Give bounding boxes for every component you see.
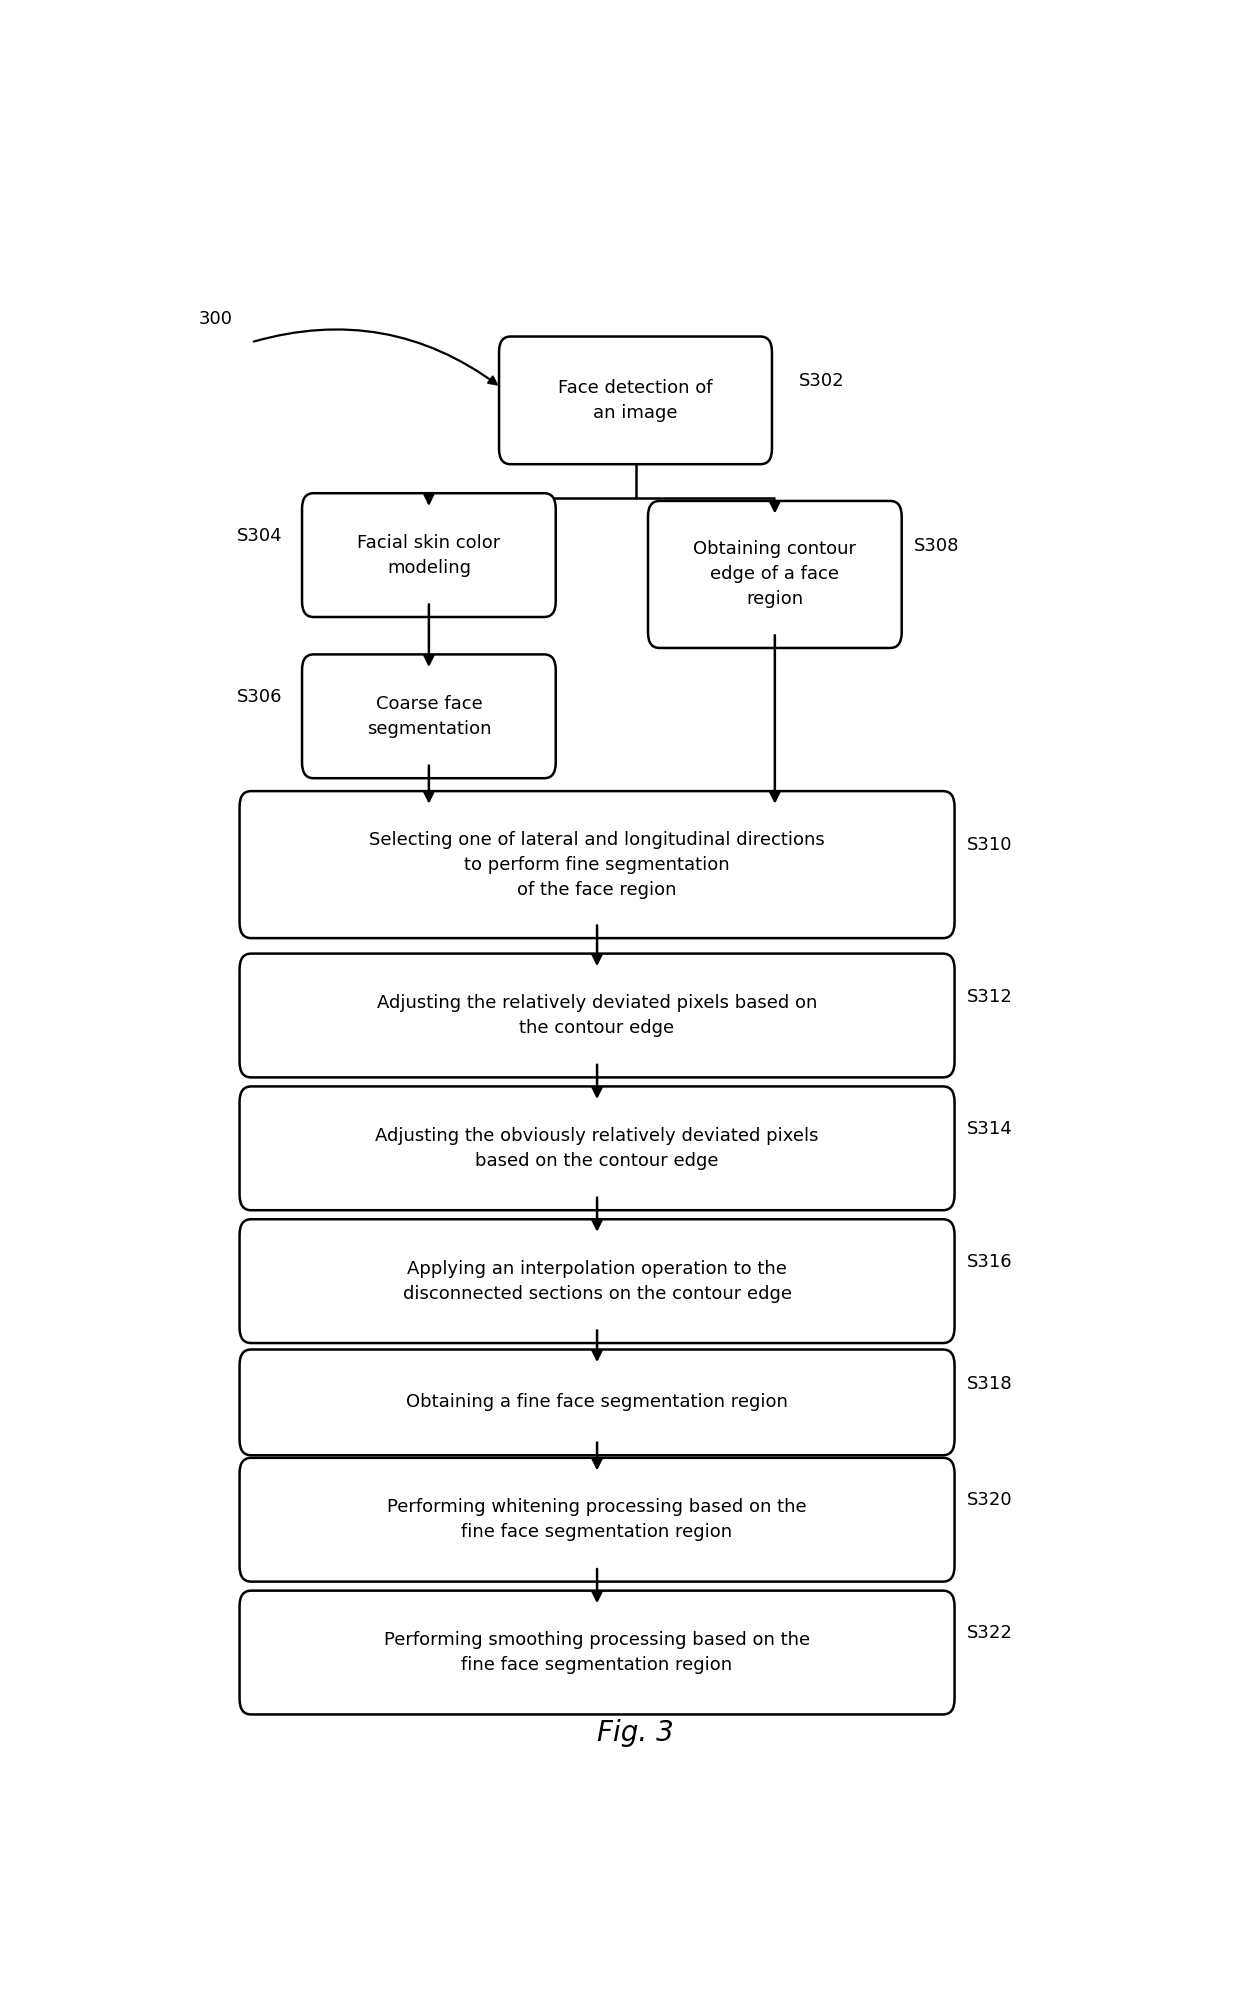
FancyBboxPatch shape [239,1590,955,1714]
Text: Fig. 3: Fig. 3 [598,1718,673,1746]
Text: 300: 300 [198,311,232,329]
Text: Applying an interpolation operation to the
disconnected sections on the contour : Applying an interpolation operation to t… [403,1260,791,1303]
Text: S312: S312 [967,989,1013,1006]
FancyBboxPatch shape [239,953,955,1078]
Text: Adjusting the relatively deviated pixels based on
the contour edge: Adjusting the relatively deviated pixels… [377,995,817,1036]
Text: Performing whitening processing based on the
fine face segmentation region: Performing whitening processing based on… [387,1499,807,1541]
Text: S310: S310 [967,837,1013,855]
Text: Adjusting the obviously relatively deviated pixels
based on the contour edge: Adjusting the obviously relatively devia… [376,1126,818,1170]
FancyBboxPatch shape [239,1349,955,1455]
FancyBboxPatch shape [649,500,901,648]
Text: Face detection of
an image: Face detection of an image [558,379,713,423]
Text: Selecting one of lateral and longitudinal directions
to perform fine segmentatio: Selecting one of lateral and longitudina… [370,831,825,899]
Text: S316: S316 [967,1254,1013,1272]
Text: Obtaining a fine face segmentation region: Obtaining a fine face segmentation regio… [407,1393,787,1411]
FancyBboxPatch shape [498,337,773,464]
FancyBboxPatch shape [303,492,556,618]
Text: Performing smoothing processing based on the
fine face segmentation region: Performing smoothing processing based on… [384,1630,810,1674]
FancyBboxPatch shape [239,1086,955,1210]
Text: S302: S302 [799,373,844,391]
FancyBboxPatch shape [239,791,955,939]
Text: S304: S304 [237,526,283,544]
Text: S306: S306 [237,688,283,706]
FancyBboxPatch shape [239,1457,955,1582]
Text: S314: S314 [967,1120,1013,1138]
Text: S320: S320 [967,1491,1013,1509]
Text: S318: S318 [967,1375,1013,1393]
Text: S308: S308 [914,536,960,556]
Text: Obtaining contour
edge of a face
region: Obtaining contour edge of a face region [693,540,857,608]
FancyBboxPatch shape [239,1220,955,1343]
Text: Facial skin color
modeling: Facial skin color modeling [357,534,501,576]
FancyBboxPatch shape [303,654,556,777]
Text: Coarse face
segmentation: Coarse face segmentation [367,696,491,737]
Text: S322: S322 [967,1624,1013,1642]
